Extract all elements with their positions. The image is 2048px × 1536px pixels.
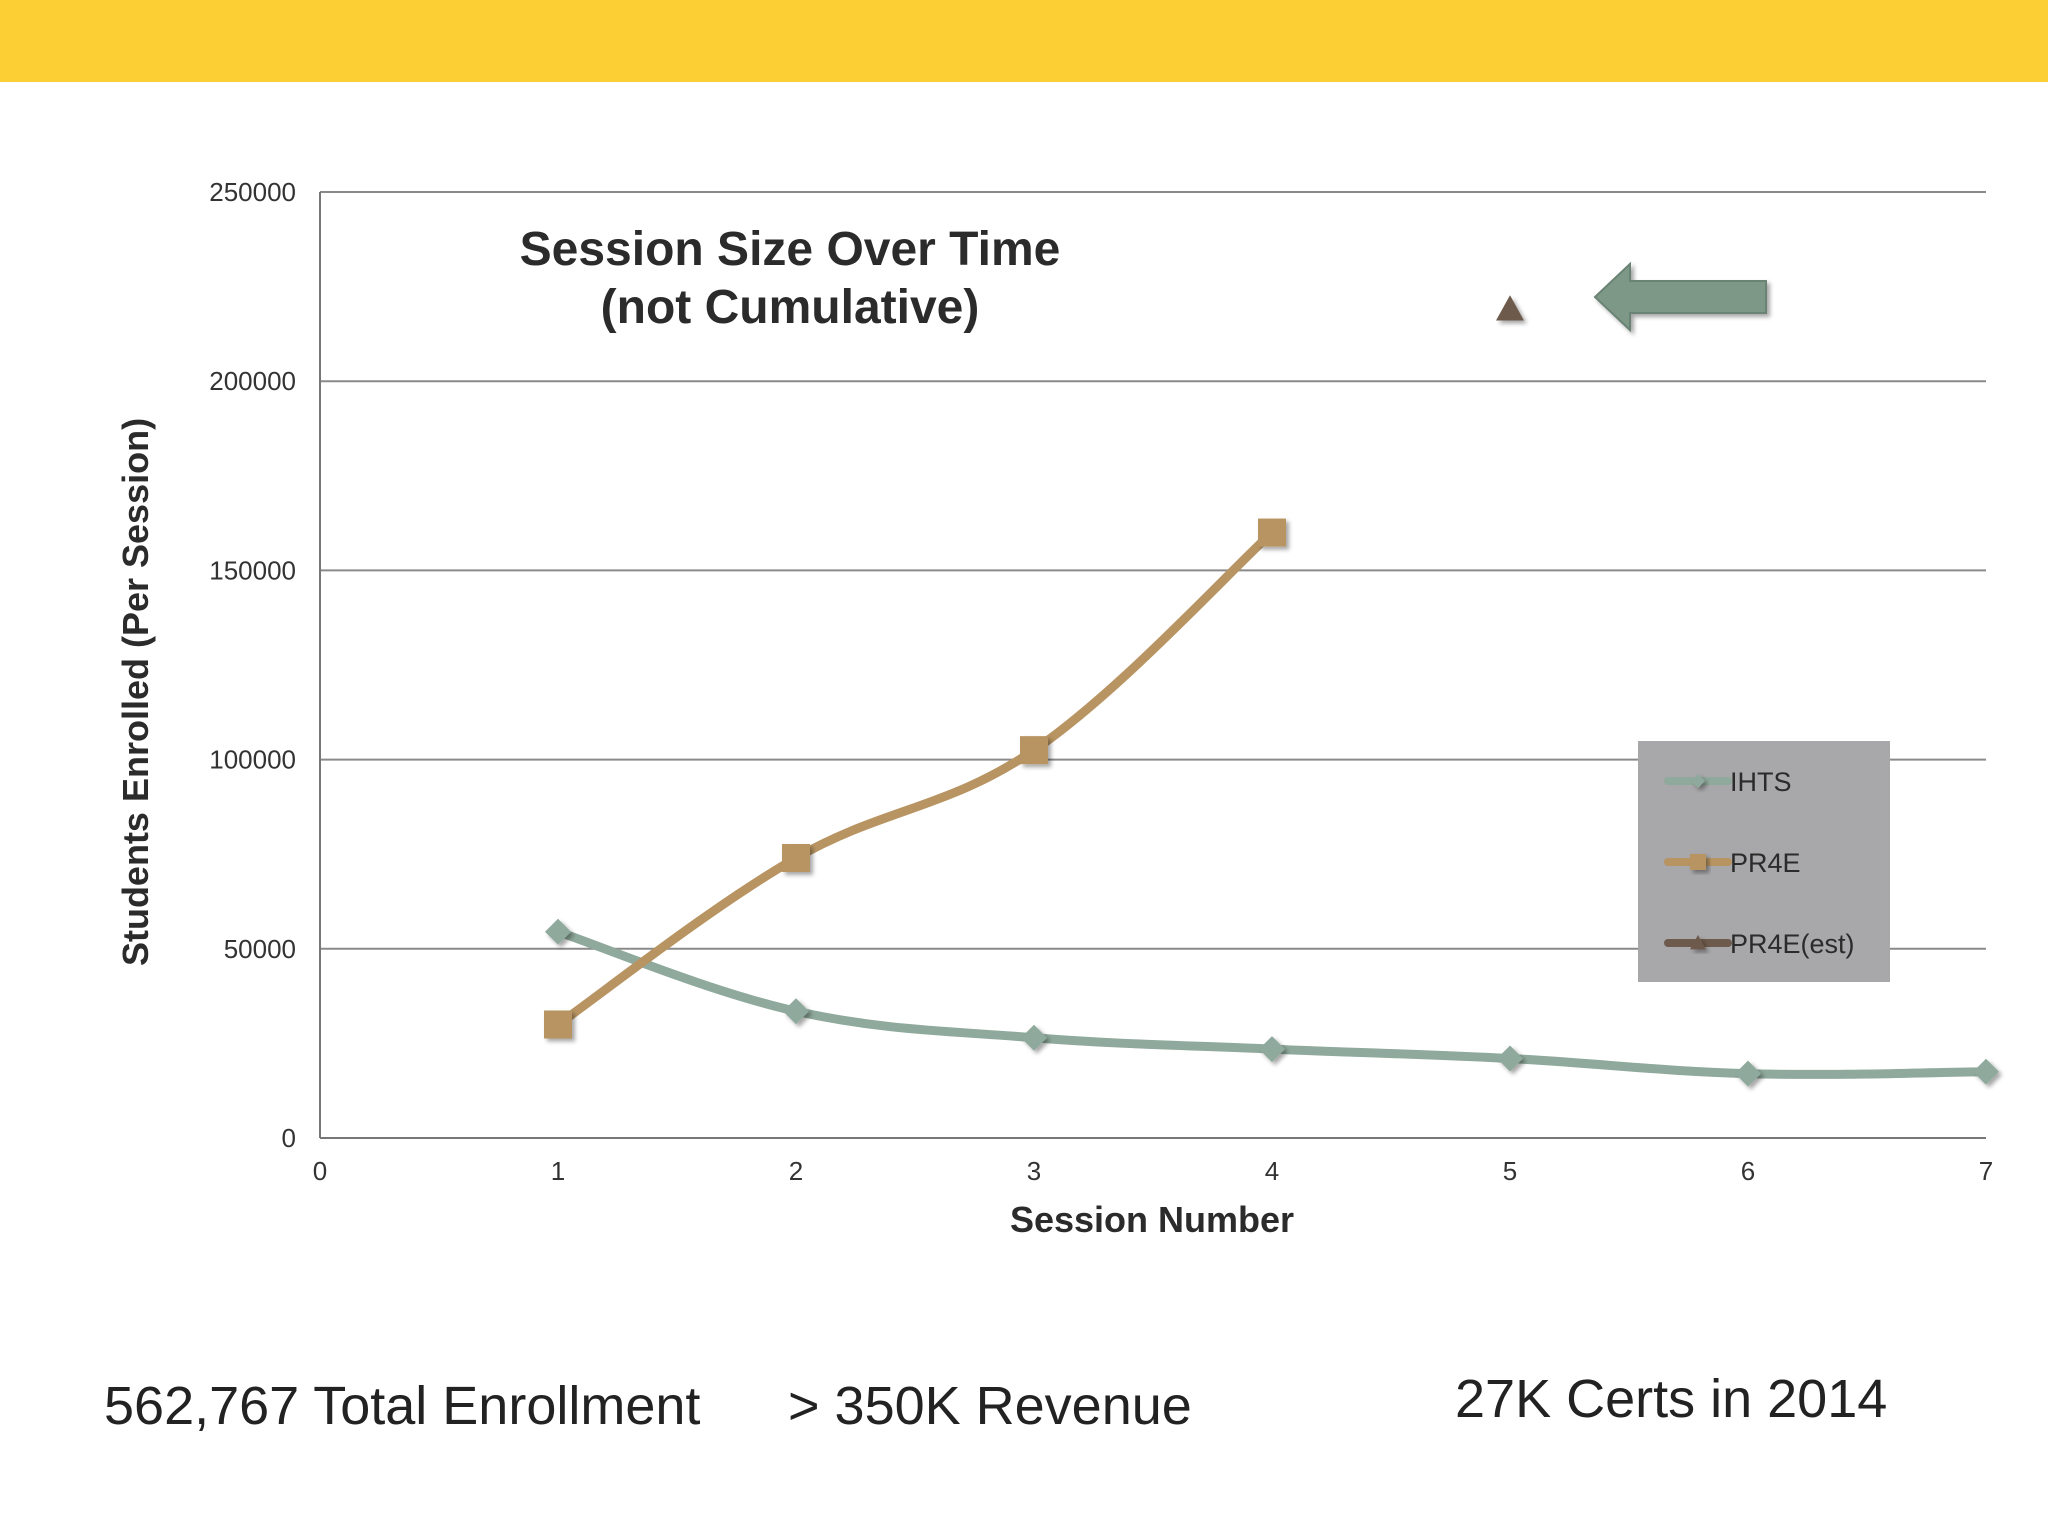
- chart-title: Session Size Over Time(not Cumulative): [520, 223, 1061, 334]
- y-tick-label: 250000: [209, 177, 296, 207]
- data-point-triangle: [1690, 935, 1706, 950]
- chart-title-line: (not Cumulative): [601, 281, 980, 334]
- data-point-diamond: [1735, 1060, 1761, 1087]
- x-axis-title: Session Number: [1010, 1199, 1294, 1240]
- gridlines: [320, 191, 1986, 1139]
- legend-label: IHTS: [1730, 767, 1792, 797]
- data-point-diamond: [1497, 1045, 1523, 1072]
- arrow-annotation: [1593, 261, 1767, 333]
- series-line-pr4e: [553, 528, 1277, 1029]
- chart-title-line: Session Size Over Time: [520, 223, 1061, 276]
- data-point-triangle: [1496, 295, 1524, 321]
- total-enrollment-stat: 562,767 Total Enrollment: [104, 1376, 701, 1436]
- y-axis-title: Students Enrolled (Per Session): [115, 418, 156, 966]
- x-tick-label: 1: [551, 1156, 565, 1186]
- revenue-stat: > 350K Revenue: [788, 1376, 1192, 1436]
- axes: 0 50000 100000 150000 200000 250000 0 1 2 3 4 5 6 7 Se…: [115, 177, 1993, 1240]
- data-point-square: [544, 1010, 572, 1039]
- data-point-square: [1690, 854, 1706, 870]
- y-tick-label: 200000: [209, 366, 296, 396]
- y-tick-label: 150000: [209, 555, 296, 585]
- x-tick-label: 5: [1503, 1156, 1517, 1186]
- data-point-square: [1020, 736, 1048, 765]
- x-tick-label: 2: [789, 1156, 803, 1186]
- data-point-diamond: [1021, 1024, 1047, 1051]
- data-point-square: [782, 843, 810, 872]
- series: [544, 295, 1999, 1087]
- y-tick-label: 0: [282, 1123, 296, 1153]
- x-tick-label: 4: [1265, 1156, 1279, 1186]
- y-tick-label: 50000: [224, 934, 296, 964]
- x-tick-label: 6: [1741, 1156, 1755, 1186]
- data-point-diamond: [1973, 1058, 1999, 1085]
- legend: IHTS PR4E PR4E(est): [1638, 741, 1890, 982]
- data-point-diamond: [1259, 1036, 1285, 1063]
- y-tick-label: 100000: [209, 745, 296, 775]
- data-point-square: [1258, 518, 1286, 547]
- x-tick-label: 7: [1979, 1156, 1993, 1186]
- x-tick-label: 0: [313, 1156, 327, 1186]
- data-point-diamond: [783, 998, 809, 1025]
- data-point-diamond: [1691, 774, 1705, 788]
- arrow-left-icon: [1593, 261, 1767, 333]
- legend-label: PR4E: [1730, 848, 1801, 878]
- legend-label: PR4E(est): [1730, 929, 1855, 959]
- top-banner: [0, 0, 2048, 82]
- x-tick-label: 3: [1027, 1156, 1041, 1186]
- certs-stat: 27K Certs in 2014: [1455, 1369, 1888, 1429]
- data-point-diamond: [545, 918, 571, 945]
